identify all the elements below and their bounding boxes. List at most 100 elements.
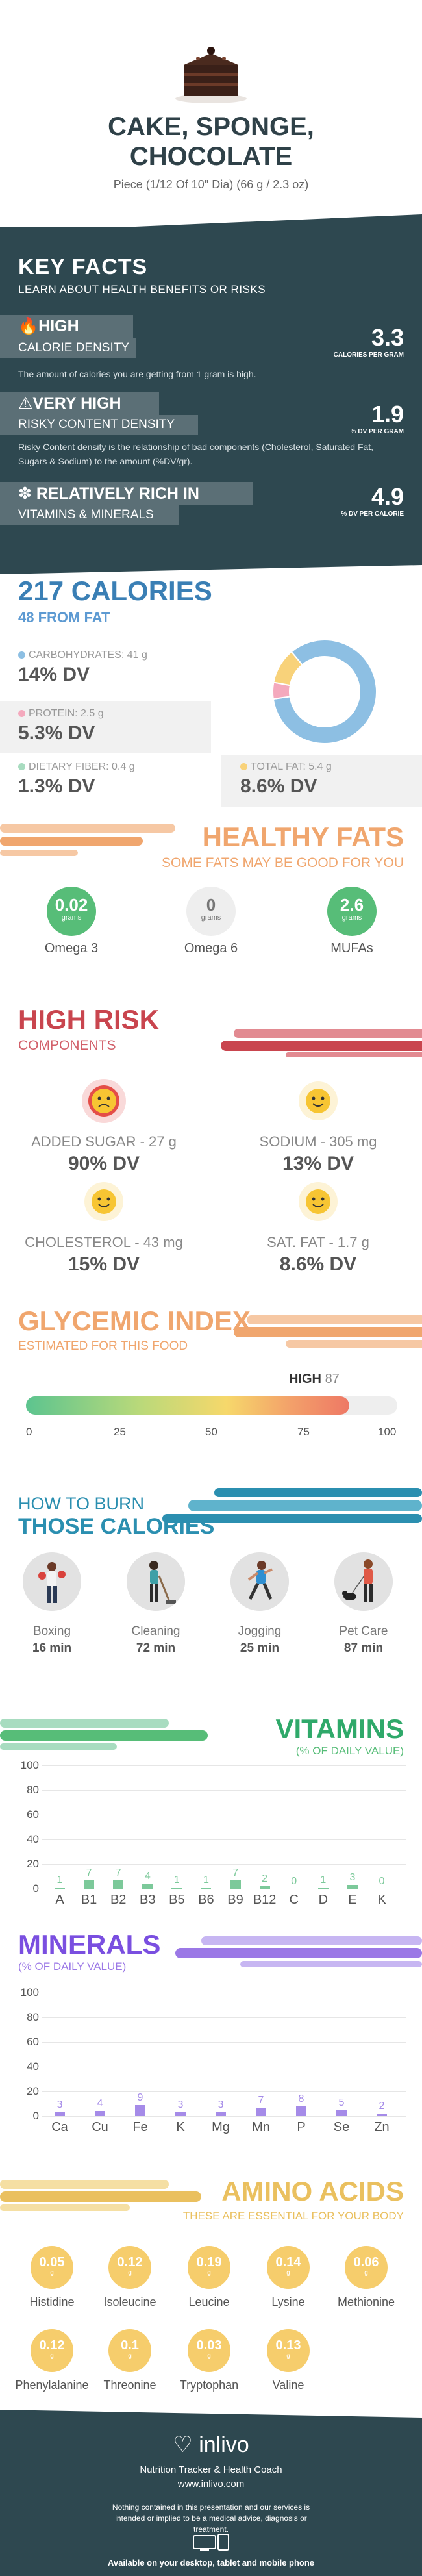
protein-dot [18, 710, 25, 718]
y-tick-label: 0 [32, 1882, 39, 1895]
x-tick-label: Ca [51, 2120, 68, 2134]
nutrient-protein: PROTEIN: 2.5 g 5.3% DV [18, 708, 104, 744]
logo-text: inlivo [199, 2432, 249, 2457]
amino-lysine: 0.14 g Lysine [249, 2246, 327, 2309]
nutrient-label: TOTAL FAT: 5.4 g [251, 761, 332, 772]
fact-unit: % DV PER GRAM [350, 428, 404, 435]
footer-url[interactable]: www.inlivo.com [177, 2479, 245, 2490]
amino-circle: 0.19 g [188, 2246, 230, 2289]
footer-logo[interactable]: ♡ inlivo [0, 2432, 422, 2458]
page-title: CAKE, SPONGE, CHOCOLATE [0, 112, 422, 171]
y-tick-label: 0 [32, 2110, 39, 2122]
title-line-2: CHOCOLATE [129, 142, 293, 171]
hero: CAKE, SPONGE, CHOCOLATE Piece (1/12 Of 1… [0, 0, 422, 214]
activity-name: Pet Care [339, 1624, 388, 1638]
risk-name: SODIUM - 305 mg [259, 1133, 377, 1150]
nutrient-fiber: DIETARY FIBER: 0.4 g 1.3% DV [18, 761, 135, 798]
x-tick-label: B1 [81, 1893, 97, 1907]
bar-P [296, 2106, 306, 2116]
risk-name: CHOLESTEROL - 43 mg [25, 1234, 183, 1250]
bar-Fe [135, 2104, 145, 2116]
vitamins-decor-stripes [0, 1719, 208, 1750]
activity-minutes: 25 min [240, 1641, 280, 1655]
burn-title-line2: THOSE CALORIES [18, 1514, 215, 1539]
fact-level: ✽ RELATIVELY RICH IN [18, 485, 199, 503]
fact-bar [0, 415, 198, 435]
burn-calories-section: HOW TO BURN THOSE CALORIES Boxing 16 min [0, 1484, 422, 1705]
y-tick-label: 100 [20, 1759, 39, 1771]
x-tick-label: Zn [374, 2120, 390, 2134]
amino-circle: 0.03 g [188, 2329, 230, 2372]
fact-bar [0, 505, 179, 525]
x-tick-label: B6 [198, 1893, 214, 1907]
amino-value: 0.13 [275, 2338, 301, 2353]
fat-mufas: 2.6 grams MUFAs [300, 887, 404, 956]
fat-name: Omega 6 [184, 941, 238, 955]
y-tick-label: 80 [27, 2011, 39, 2023]
x-tick-label: Fe [132, 2120, 148, 2134]
amino-value: 0.12 [39, 2338, 65, 2353]
grid-line [42, 2017, 406, 2018]
amino-leucine: 0.19 g Leucine [170, 2246, 248, 2309]
fat-unit: grams [341, 914, 362, 922]
jogging-icon [230, 1552, 289, 1611]
fact-unit: % DV PER CALORIE [341, 511, 404, 518]
y-tick-label: 20 [27, 2085, 39, 2097]
bar-value-label: 2 [379, 2101, 385, 2112]
happy-face-icon [299, 1081, 338, 1120]
activity-minutes: 72 min [136, 1641, 176, 1655]
bar-value-label: 7 [115, 1867, 121, 1878]
activity-name: Boxing [32, 1624, 71, 1638]
x-tick-label: B2 [110, 1893, 127, 1907]
warning-icon: ⚠ [18, 394, 33, 412]
amino-unit: g [128, 2269, 132, 2277]
calories-title: 217 CALORIES [18, 575, 212, 606]
grid-line [42, 1839, 406, 1840]
activity-boxing: Boxing 16 min [0, 1552, 104, 1656]
y-tick-label: 100 [20, 1986, 39, 1999]
bar-value-label: 0 [379, 1876, 385, 1887]
risk-name: SAT. FAT - 1.7 g [267, 1234, 369, 1250]
bar-E [347, 1885, 358, 1889]
amino-unit: g [364, 2269, 368, 2277]
activity-name: Jogging [238, 1624, 282, 1638]
glycemic-tick: 50 [205, 1426, 217, 1438]
amino-unit: g [207, 2353, 211, 2360]
glycemic-index-section: GLYCEMIC INDEX ESTIMATED FOR THIS FOOD H… [0, 1299, 422, 1461]
grid-line [42, 1765, 406, 1766]
glycemic-track [26, 1396, 397, 1415]
fact-label: CALORIE DENSITY [18, 341, 130, 355]
amino-name: Threonine [103, 2379, 156, 2392]
bar-value-label: 0 [291, 1876, 297, 1887]
amino-subtitle: THESE ARE ESSENTIAL FOR YOUR BODY [182, 2210, 404, 2222]
cake-image [175, 47, 247, 103]
fat-dot [240, 763, 247, 771]
amino-unit: g [50, 2353, 54, 2360]
bar-Ca [55, 2112, 65, 2116]
fact-bar [0, 392, 159, 415]
amino-value: 0.1 [121, 2338, 139, 2353]
risk-dv: 15% DV [68, 1254, 140, 1275]
fat-value: 2.6 [340, 895, 364, 915]
title-line-1: CAKE, SPONGE, [108, 112, 314, 141]
carbs-dot [18, 651, 25, 659]
bar-B5 [171, 1888, 182, 1889]
amino-unit: g [128, 2353, 132, 2360]
activity-name: Cleaning [131, 1624, 180, 1638]
amino-unit: g [50, 2269, 54, 2277]
amino-histidine: 0.05 g Histidine [13, 2246, 91, 2309]
bar-Mn [256, 2107, 266, 2116]
amino-name: Isoleucine [103, 2295, 156, 2308]
bar-value-label: 1 [203, 1875, 209, 1886]
x-tick-label: K [176, 2120, 185, 2134]
x-tick-label: E [348, 1893, 357, 1907]
x-tick-label: C [289, 1893, 299, 1907]
amino-tryptophan: 0.03 g Tryptophan [170, 2329, 248, 2392]
x-tick-label: B5 [169, 1893, 185, 1907]
amino-phenylalanine: 0.12 g Phenylalanine [13, 2329, 91, 2392]
devices-icon [193, 2534, 229, 2551]
risk-dv: 90% DV [68, 1153, 140, 1174]
activity-minutes: 16 min [32, 1641, 72, 1655]
x-tick-label: B12 [253, 1893, 277, 1907]
amino-value: 0.14 [275, 2255, 301, 2269]
